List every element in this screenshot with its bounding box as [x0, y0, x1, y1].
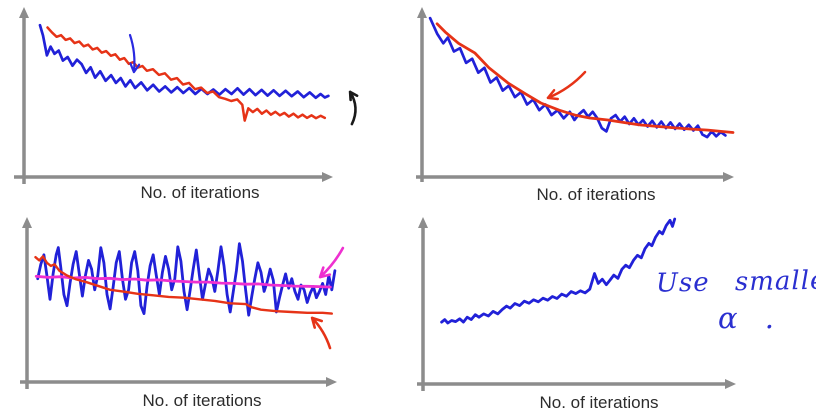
- chart-bottom-left: No. of iterations: [0, 209, 408, 419]
- y-axis-arrowhead: [417, 7, 427, 18]
- y-axis-arrowhead: [19, 7, 29, 18]
- series-magenta-average-line: [34, 274, 332, 289]
- x-axis-label: No. of iterations: [539, 393, 659, 412]
- y-axis-arrowhead: [418, 217, 428, 228]
- chart-bottom-left-canvas: [20, 217, 345, 389]
- annotation-blue-down-arrow: [128, 33, 141, 74]
- annotation-red-pointer-arrow: [546, 70, 587, 101]
- annotation-black-gap-arrow: [348, 90, 359, 126]
- series-blue-noisy-cost: [428, 16, 727, 139]
- series-blue-oscillating-cost: [36, 242, 337, 317]
- x-axis-arrowhead: [326, 377, 337, 387]
- chart-top-right-canvas: [416, 7, 735, 182]
- axes: [20, 217, 337, 389]
- x-axis-arrowhead: [725, 379, 736, 389]
- axes: [417, 217, 736, 391]
- chart-bottom-right: Use smaller α . No. of iterations: [408, 209, 816, 419]
- chart-top-right: No. of iterations: [408, 0, 816, 209]
- x-axis-label: No. of iterations: [536, 185, 656, 204]
- series-red-cost: [46, 26, 327, 122]
- x-axis-arrowhead: [322, 172, 333, 182]
- series-blue-diverging-cost: [440, 217, 677, 325]
- axes: [14, 7, 333, 184]
- annotation-magenta-pointer-arrow: [318, 246, 345, 279]
- chart-top-left-canvas: [14, 7, 359, 184]
- series-red-declining-line: [34, 255, 333, 315]
- series-blue-noisy-cost: [38, 23, 330, 100]
- annotation-red-pointer-arrow: [310, 316, 332, 350]
- x-axis-label: No. of iterations: [140, 183, 260, 202]
- axes: [416, 7, 734, 182]
- chart-bottom-right-canvas: [417, 217, 736, 391]
- handwritten-note-line2: α .: [718, 301, 784, 335]
- y-axis-arrowhead: [22, 217, 32, 228]
- series-red-smooth-cost: [435, 22, 735, 134]
- chart-top-left: No. of iterations: [0, 0, 408, 209]
- x-axis-arrowhead: [723, 172, 734, 182]
- handwritten-note-line1: Use smaller: [655, 265, 816, 299]
- x-axis-label: No. of iterations: [142, 391, 262, 410]
